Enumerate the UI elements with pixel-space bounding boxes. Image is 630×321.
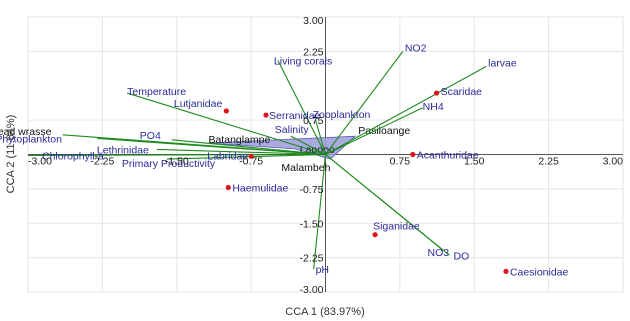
env-vector-line <box>315 119 327 155</box>
site-polygon-group: BatanglampePasiloangeLapopoMalambeh <box>208 125 410 174</box>
env-vector-line <box>97 137 326 156</box>
y-tick-label: 3.00 <box>303 15 324 27</box>
species-point <box>223 108 229 114</box>
env-vector-label: Phytoplankton <box>0 133 62 145</box>
x-tick-label: 1.50 <box>464 156 485 168</box>
env-vector-label: DO <box>453 250 469 262</box>
species-label: Haemulidae <box>232 183 288 195</box>
env-vector-line <box>277 60 326 155</box>
y-tick-label: -2.25 <box>300 253 324 265</box>
x-tick-label: -0.75 <box>239 156 263 168</box>
env-vector-label: NO3 <box>428 247 450 259</box>
y-tick-label: -0.75 <box>300 184 324 196</box>
env-vector-line <box>166 153 326 160</box>
y-axis-title: CCA 2 (11.84%) <box>5 115 17 194</box>
x-tick-label: -2.25 <box>90 156 114 168</box>
x-tick-label: 0.75 <box>390 156 411 168</box>
env-vector-label: larvae <box>488 58 517 70</box>
env-vector-label: pH <box>316 264 329 276</box>
species-label: Serranidae <box>269 110 321 122</box>
species-point <box>503 268 509 274</box>
env-vector-line <box>27 153 326 156</box>
env-vector-line <box>156 148 326 156</box>
env-vector-line <box>325 154 450 256</box>
species-label: Labridae <box>207 150 248 162</box>
env-vector-label: Salinity <box>275 124 310 136</box>
env-vector-line <box>325 51 404 155</box>
species-label: Caesionidae <box>510 266 569 278</box>
species-label: Acanthuridae <box>417 150 479 162</box>
x-tick-label: -3.00 <box>28 156 52 168</box>
species-point <box>433 90 440 96</box>
env-vector-line <box>171 139 326 156</box>
env-vector-line <box>325 107 423 155</box>
env-vector-label: NH4 <box>423 101 444 113</box>
y-tick-label: -3.00 <box>300 284 324 296</box>
env-vector-line <box>127 92 326 156</box>
species-point <box>372 232 378 238</box>
env-vector-label: Zooplankton <box>313 109 371 121</box>
x-tick-label: 2.25 <box>538 156 559 168</box>
species-point <box>410 151 416 158</box>
species-point <box>263 112 269 118</box>
y-tick-label: 2.25 <box>303 46 324 58</box>
tick-labels: -3.00 -2.25 -1.50 -0.75 0.75 1.50 2.25 3.00 3.00… <box>28 15 623 296</box>
env-vector-label: Lethrinidae <box>97 144 149 156</box>
species-point <box>225 184 231 191</box>
env-vector-line <box>325 66 487 155</box>
y-tick-label: -1.50 <box>300 218 324 230</box>
x-tick-label: -1.50 <box>165 156 189 168</box>
env-vector-label: PO4 <box>140 130 161 142</box>
x-axis-title: CCA 1 (83.97%) <box>285 306 364 318</box>
species-label: Siganidae <box>373 221 420 233</box>
species-point <box>248 153 254 159</box>
site-label: Malambeh <box>281 162 330 174</box>
env-vector-label: Chlorophyll-a <box>42 150 104 162</box>
species-points: Scaridae Lutjanidae Serranidae Labridae Haem… <box>174 86 569 278</box>
env-vector-label: Temperature <box>127 86 186 98</box>
env-vector-line <box>313 154 327 270</box>
env-vector-label: NO2 <box>405 42 427 54</box>
site-label: Batanglampe <box>208 134 270 146</box>
site-label: Pasiloange <box>358 125 410 137</box>
species-label: Scaridae <box>441 86 483 98</box>
env-vector-label: Primary Productivity <box>122 158 216 170</box>
env-vector-line <box>290 135 326 155</box>
env-vector-label: Humhead wrasse <box>0 126 52 138</box>
species-label: Lutjanidae <box>174 98 223 110</box>
env-vector-label: Living corals <box>274 56 332 68</box>
environment-vectors: NO2 larvae Living corals Temperature NH4 Zoop… <box>0 42 517 276</box>
x-tick-label: 3.00 <box>603 156 624 168</box>
y-tick-label: 0.75 <box>303 115 324 127</box>
